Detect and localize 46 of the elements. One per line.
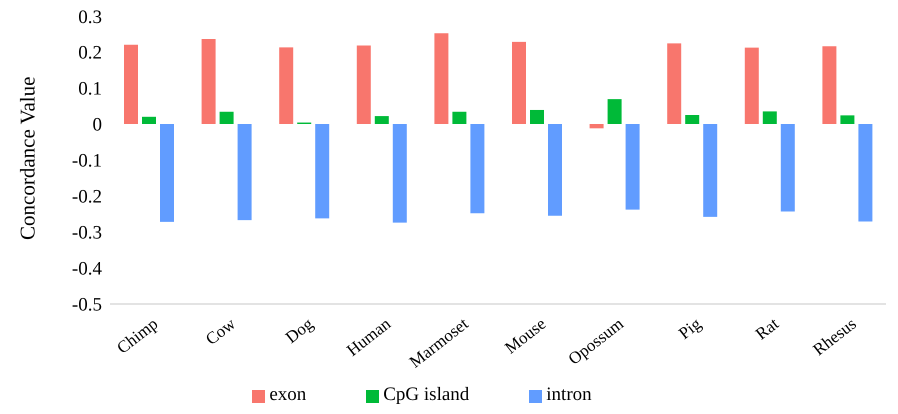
bar — [392, 124, 407, 223]
bar — [608, 99, 622, 124]
y-tick-label: 0.3 — [78, 6, 102, 28]
y-tick-label: -0.2 — [72, 186, 102, 208]
bar — [548, 124, 562, 216]
x-tick-label: Cow — [202, 314, 240, 349]
bar — [512, 42, 526, 124]
bar — [434, 33, 448, 124]
bar — [124, 44, 138, 124]
bar — [780, 124, 795, 212]
bar — [822, 46, 836, 124]
legend-label: intron — [546, 384, 592, 405]
x-tick-label: Rat — [752, 314, 782, 344]
bar — [142, 116, 156, 124]
bar — [590, 124, 604, 128]
bar — [840, 115, 854, 124]
bar — [703, 124, 718, 217]
bar — [279, 47, 294, 124]
bar — [315, 124, 330, 218]
y-tick-label: 0.2 — [78, 42, 102, 64]
bar — [626, 124, 640, 210]
y-tick-label: -0.4 — [72, 258, 102, 280]
bar — [374, 116, 389, 124]
bar — [762, 111, 777, 124]
bar — [356, 46, 371, 124]
legend-label: exon — [269, 384, 306, 405]
bar — [744, 48, 759, 124]
bar — [470, 124, 484, 214]
y-tick-label: -0.5 — [72, 294, 102, 316]
bar — [220, 112, 234, 124]
bar — [530, 110, 544, 124]
y-tick-label: 0.1 — [78, 78, 102, 100]
y-tick-label: 0 — [92, 114, 102, 136]
legend-label: CpG island — [383, 384, 470, 405]
bar — [685, 115, 700, 124]
bar — [238, 124, 252, 220]
y-tick-label: -0.3 — [72, 222, 102, 244]
y-tick-label: -0.1 — [72, 150, 102, 172]
bar — [667, 43, 682, 124]
bar — [858, 124, 872, 222]
x-tick-label: Pig — [675, 314, 706, 343]
x-tick-label: Dog — [282, 314, 318, 348]
bar — [452, 112, 466, 124]
bar — [202, 39, 216, 124]
bar — [160, 124, 174, 222]
y-axis-title: Concordance Value — [15, 76, 40, 240]
